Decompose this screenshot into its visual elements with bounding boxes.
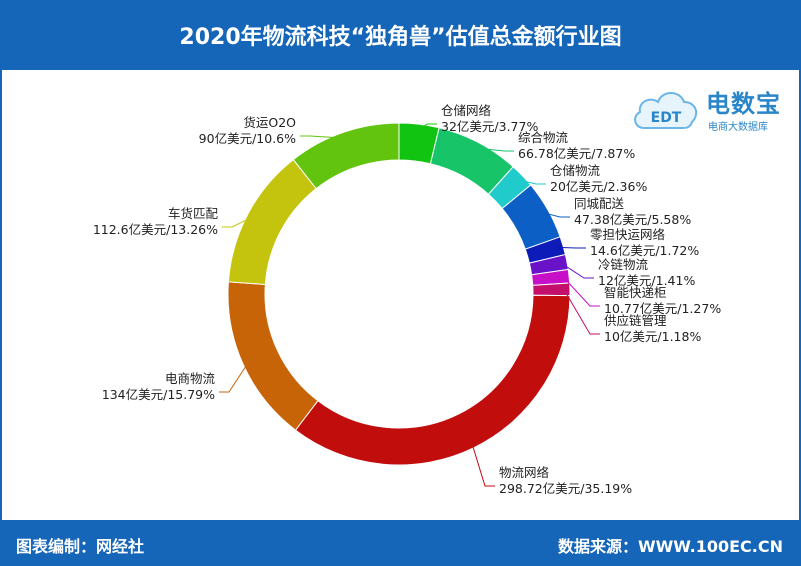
footer-bar: 图表编制：网经社 数据来源：WWW.100EC.CN bbox=[0, 520, 801, 566]
leader-line bbox=[517, 179, 546, 185]
slice-label: 综合物流 66.78亿美元/7.87% bbox=[518, 130, 635, 161]
logo-mark: EDT bbox=[651, 110, 682, 126]
slice-label: 车货匹配 112.6亿美元/13.26% bbox=[93, 206, 219, 237]
slice-label: 智能快递柜 10.77亿美元/1.27% bbox=[604, 285, 721, 316]
slice-label: 零担快运网络 14.6亿美元/1.72% bbox=[590, 227, 699, 258]
leader-line bbox=[219, 361, 250, 393]
leader-line bbox=[222, 216, 254, 228]
slice-label: 同城配送 47.38亿美元/5.58% bbox=[574, 196, 691, 227]
slice-value: 10亿美元/1.18% bbox=[604, 329, 701, 344]
logo-name: 电数宝 bbox=[706, 90, 781, 118]
slice-labels: 仓储网络 32亿美元/3.77%综合物流 66.78亿美元/7.87%仓储物流 20亿… bbox=[93, 103, 722, 496]
footer-credit: 图表编制：网经社 bbox=[16, 537, 145, 556]
donut-slice bbox=[292, 122, 400, 190]
leader-line bbox=[562, 276, 600, 307]
leader-line bbox=[557, 246, 586, 249]
slice-category: 供应链管理 bbox=[604, 313, 667, 328]
slice-label: 物流网络 298.72亿美元/35.19% bbox=[499, 465, 632, 496]
slice-category: 仓储网络 bbox=[441, 103, 492, 118]
slice-value: 47.38亿美元/5.58% bbox=[574, 212, 691, 227]
cloud-logo-icon: EDT bbox=[634, 92, 698, 129]
slice-value: 10.77亿美元/1.27% bbox=[604, 301, 721, 316]
slice-value: 66.78亿美元/7.87% bbox=[518, 146, 635, 161]
slice-value: 32亿美元/3.77% bbox=[441, 119, 538, 134]
footer-source: 数据来源：WWW.100EC.CN bbox=[557, 537, 783, 556]
slice-category: 零担快运网络 bbox=[590, 227, 666, 242]
leader-line bbox=[542, 212, 570, 218]
slice-value: 12亿美元/1.41% bbox=[598, 273, 695, 288]
leader-lines bbox=[219, 123, 600, 487]
slice-value: 134亿美元/15.79% bbox=[102, 387, 215, 402]
leader-line bbox=[563, 289, 600, 335]
slice-category: 综合物流 bbox=[518, 130, 569, 145]
leader-line bbox=[560, 262, 594, 279]
slice-label: 冷链物流 12亿美元/1.41% bbox=[598, 257, 695, 288]
slice-label: 货运O2O 90亿美元/10.6% bbox=[199, 115, 296, 146]
slice-value: 20亿美元/2.36% bbox=[550, 179, 647, 194]
slice-category: 仓储物流 bbox=[550, 163, 601, 178]
leader-line bbox=[475, 147, 514, 152]
slice-category: 同城配送 bbox=[574, 196, 625, 211]
slice-category: 货运O2O bbox=[243, 115, 296, 130]
slice-label: 供应链管理 10亿美元/1.18% bbox=[604, 313, 701, 344]
slice-category: 冷链物流 bbox=[598, 257, 649, 272]
slice-value: 90亿美元/10.6% bbox=[199, 131, 296, 146]
slice-value: 298.72亿美元/35.19% bbox=[499, 481, 632, 496]
donut-slices bbox=[227, 122, 571, 466]
slice-label: 电商物流 134亿美元/15.79% bbox=[102, 371, 216, 402]
slice-value: 112.6亿美元/13.26% bbox=[93, 222, 218, 237]
slice-category: 智能快递柜 bbox=[604, 285, 667, 300]
slice-category: 车货匹配 bbox=[168, 206, 219, 221]
slice-category: 物流网络 bbox=[499, 465, 550, 480]
logo: EDT 电数宝 电商大数据库 bbox=[630, 78, 790, 140]
donut-slice bbox=[294, 294, 571, 466]
leader-line bbox=[418, 123, 437, 131]
slice-category: 电商物流 bbox=[165, 371, 216, 386]
leader-line bbox=[471, 442, 495, 487]
donut-slice bbox=[227, 281, 319, 431]
logo-subtitle: 电商大数据库 bbox=[708, 122, 768, 133]
slice-value: 14.6亿美元/1.72% bbox=[590, 243, 699, 258]
leader-line bbox=[300, 135, 346, 139]
slice-label: 仓储物流 20亿美元/2.36% bbox=[550, 163, 647, 194]
slice-label: 仓储网络 32亿美元/3.77% bbox=[441, 103, 538, 134]
chart-title-bar: 2020年物流科技“独角兽”估值总金额行业图 bbox=[0, 0, 801, 70]
chart-title: 2020年物流科技“独角兽”估值总金额行业图 bbox=[179, 25, 622, 50]
